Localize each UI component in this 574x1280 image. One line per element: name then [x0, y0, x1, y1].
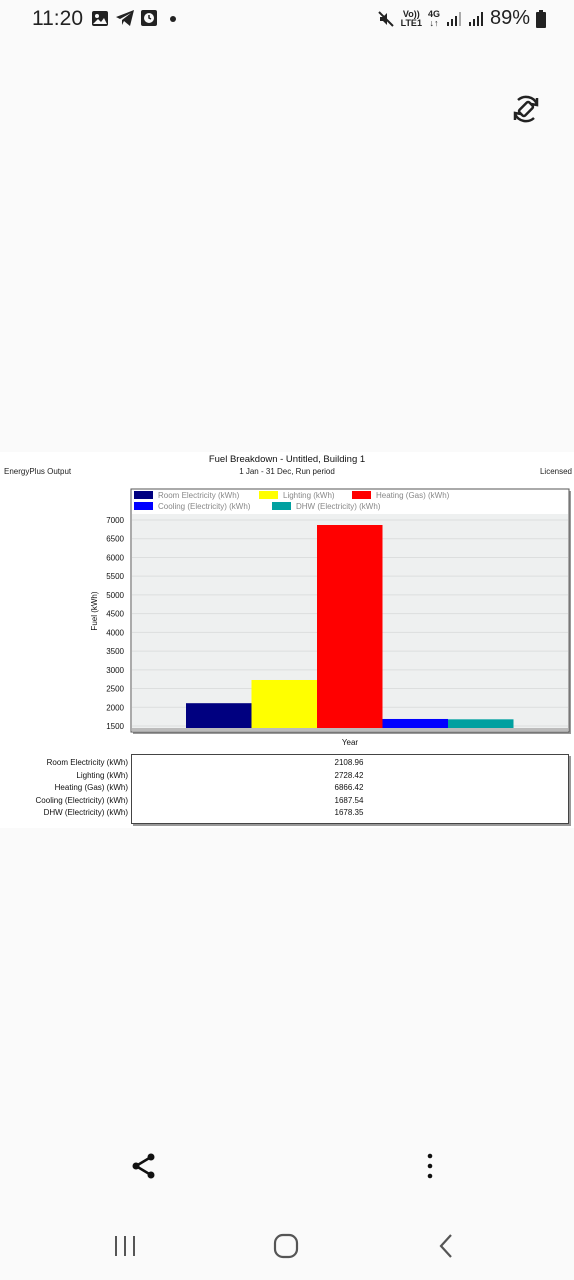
legend-swatch [134, 502, 153, 510]
y-tick-label: 7000 [106, 516, 124, 525]
signal-icon [446, 11, 461, 26]
legend-entry: Heating (Gas) (kWh) [376, 491, 450, 500]
telegram-icon [116, 10, 134, 26]
navigation-bar [0, 1218, 574, 1274]
back-icon[interactable] [436, 1232, 456, 1260]
chart-license-label: Licensed [539, 467, 572, 476]
table-row-value: 2108.96 [334, 758, 364, 767]
bar [317, 525, 383, 730]
x-axis-line [132, 728, 568, 731]
x-axis-label: Year [342, 738, 359, 747]
dot-icon [170, 16, 176, 22]
y-tick-label: 3500 [106, 647, 124, 656]
table-row-label: Heating (Gas) (kWh) [54, 783, 128, 793]
legend-entry: Room Electricity (kWh) [158, 491, 240, 500]
volte-label: Vo)) LTE1 [400, 8, 422, 28]
legend-swatch [352, 491, 371, 499]
legend-swatch [134, 491, 153, 499]
legend-swatch [272, 502, 291, 510]
mute-icon [377, 10, 394, 27]
legend-entry: DHW (Electricity) (kWh) [296, 502, 381, 511]
clock-app-icon [141, 10, 157, 26]
chart-image[interactable]: Fuel Breakdown - Untitled, Building 1 1 … [0, 452, 574, 828]
network-type: 4G ↓↑ [427, 8, 440, 28]
recent-apps-icon[interactable] [112, 1234, 138, 1258]
y-tick-label: 3000 [106, 666, 124, 675]
chart-source-label: EnergyPlus Output [4, 467, 72, 476]
y-tick-label: 6500 [106, 535, 124, 544]
more-vertical-icon[interactable] [420, 1152, 440, 1180]
y-tick-label: 5500 [106, 572, 124, 581]
signal-icon [468, 11, 483, 26]
chart-title: Fuel Breakdown - Untitled, Building 1 [208, 454, 366, 465]
battery-icon [536, 9, 546, 28]
status-time: 11:20 [32, 7, 83, 30]
bar-chart: 1500 2000 2500 3000 3500 4000 4500 5000 5500 6000… [90, 488, 571, 747]
bar [186, 703, 252, 730]
y-tick-label: 2000 [106, 703, 124, 712]
table-row-label: Lighting (kWh) [76, 770, 128, 780]
data-table [131, 754, 569, 824]
y-tick-label: 6000 [106, 553, 124, 562]
legend-swatch [259, 491, 278, 499]
table-row-label: Room Electricity (kWh) [46, 758, 128, 767]
chart-subtitle: 1 Jan - 31 Dec, Run period [239, 467, 335, 476]
legend-entry: Lighting (kWh) [283, 491, 335, 500]
table-row-label: DHW (Electricity) (kWh) [43, 808, 128, 818]
table-row-value: 1687.54 [334, 795, 364, 805]
table-row-value: 6866.42 [334, 783, 364, 793]
y-tick-label: 4500 [106, 610, 124, 619]
y-axis-label: Fuel (kWh) [90, 591, 99, 630]
bar [251, 679, 317, 730]
table-row-labels: Room Electricity (kWh) Lighting (kWh) Heat… [0, 757, 128, 820]
table-row-label: Cooling (Electricity) (kWh) [35, 795, 128, 805]
rotate-icon[interactable] [509, 92, 543, 126]
home-icon[interactable] [272, 1232, 300, 1260]
status-bar: 11:20 Vo)) LTE1 4G ↓↑ [0, 0, 574, 38]
share-icon[interactable] [130, 1152, 158, 1180]
y-tick-label: 2500 [106, 685, 124, 694]
y-tick-label: 1500 [106, 722, 124, 731]
y-tick-label: 4000 [106, 628, 124, 637]
bar [448, 719, 514, 730]
battery-percentage: 89% [489, 7, 530, 29]
table-row-values: 2108.96 2728.42 6866.42 1687.54 1678.35 [131, 757, 567, 820]
y-tick-label: 5000 [106, 591, 124, 600]
gallery-icon [92, 10, 108, 26]
table-row-value: 2728.42 [334, 770, 364, 780]
bar [382, 718, 448, 730]
legend-entry: Cooling (Electricity) (kWh) [158, 502, 251, 511]
table-row-value: 1678.35 [334, 808, 364, 818]
